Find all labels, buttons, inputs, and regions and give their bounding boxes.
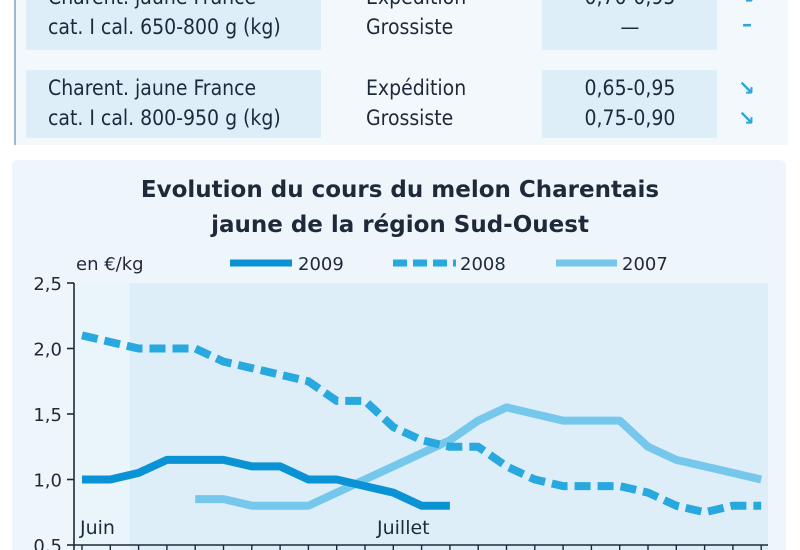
series-line-2008 <box>81 331 762 517</box>
down-right-arrow-icon: ↘ <box>738 76 755 100</box>
price-range: 0,70-0,95 <box>566 0 694 12</box>
down-right-arrow-icon: ↘ <box>738 0 755 8</box>
price-cell <box>542 0 717 50</box>
legend: 2009 2008 2007 <box>230 254 668 275</box>
product-cell <box>26 70 321 138</box>
legend-label-2007: 2007 <box>622 254 668 275</box>
price-table: Charent. jaune France cat. I cal. 650-80… <box>14 0 788 145</box>
product-grade: cat. I cal. 650-800 g (kg) <box>48 15 281 39</box>
product-name: Charent. jaune France <box>48 76 257 100</box>
down-right-arrow-icon: ↘ <box>738 106 755 130</box>
series-line-2009 <box>82 455 450 510</box>
series-group <box>81 331 763 517</box>
market-stage: Grossiste <box>366 15 454 39</box>
product-grade: cat. I cal. 800-950 g (kg) <box>48 106 281 130</box>
legend-label-2008: 2008 <box>460 254 506 275</box>
price-range: 0,75-0,90 <box>584 106 676 130</box>
y-tick-label: 0,5 <box>33 536 62 550</box>
price-range: 0,65-0,95 <box>584 76 676 100</box>
table-row: Charent. jaune France cat. I cal. 650-80… <box>16 0 788 50</box>
june-shade <box>74 283 130 550</box>
price-range: — <box>620 15 640 39</box>
y-tick-label: 2,5 <box>33 274 62 295</box>
price-cell <box>542 70 717 138</box>
plot-area <box>74 283 768 550</box>
product-name: Charent. jaune France <box>48 0 256 12</box>
market-stage: Grossiste <box>366 106 454 130</box>
series-line-2007 <box>195 403 763 510</box>
x-tick-label: Juillet <box>376 517 430 539</box>
axes: 2,5 2,0 1,5 1,0 0,5 <box>33 274 768 550</box>
y-axis-label: en €/kg <box>76 254 144 275</box>
market-stage: Expédition <box>366 0 466 12</box>
trend-steady: – <box>742 12 752 36</box>
product-cell <box>26 0 321 50</box>
table-row: Charent. jaune France cat. I cal. 800-95… <box>16 70 788 138</box>
y-tick-label: 1,5 <box>33 405 62 426</box>
y-tick-label: 2,0 <box>33 340 62 361</box>
x-labels: Juin Juillet <box>79 517 430 539</box>
x-tick-label: Juin <box>79 517 115 539</box>
legend-label-2009: 2009 <box>298 254 344 275</box>
chart-title: jaune de la région Sud-Ouest <box>210 212 589 238</box>
y-tick-label: 1,0 <box>33 471 62 492</box>
chart-title: Evolution du cours du melon Charentais <box>141 177 659 203</box>
market-stage: Expédition <box>366 76 467 100</box>
